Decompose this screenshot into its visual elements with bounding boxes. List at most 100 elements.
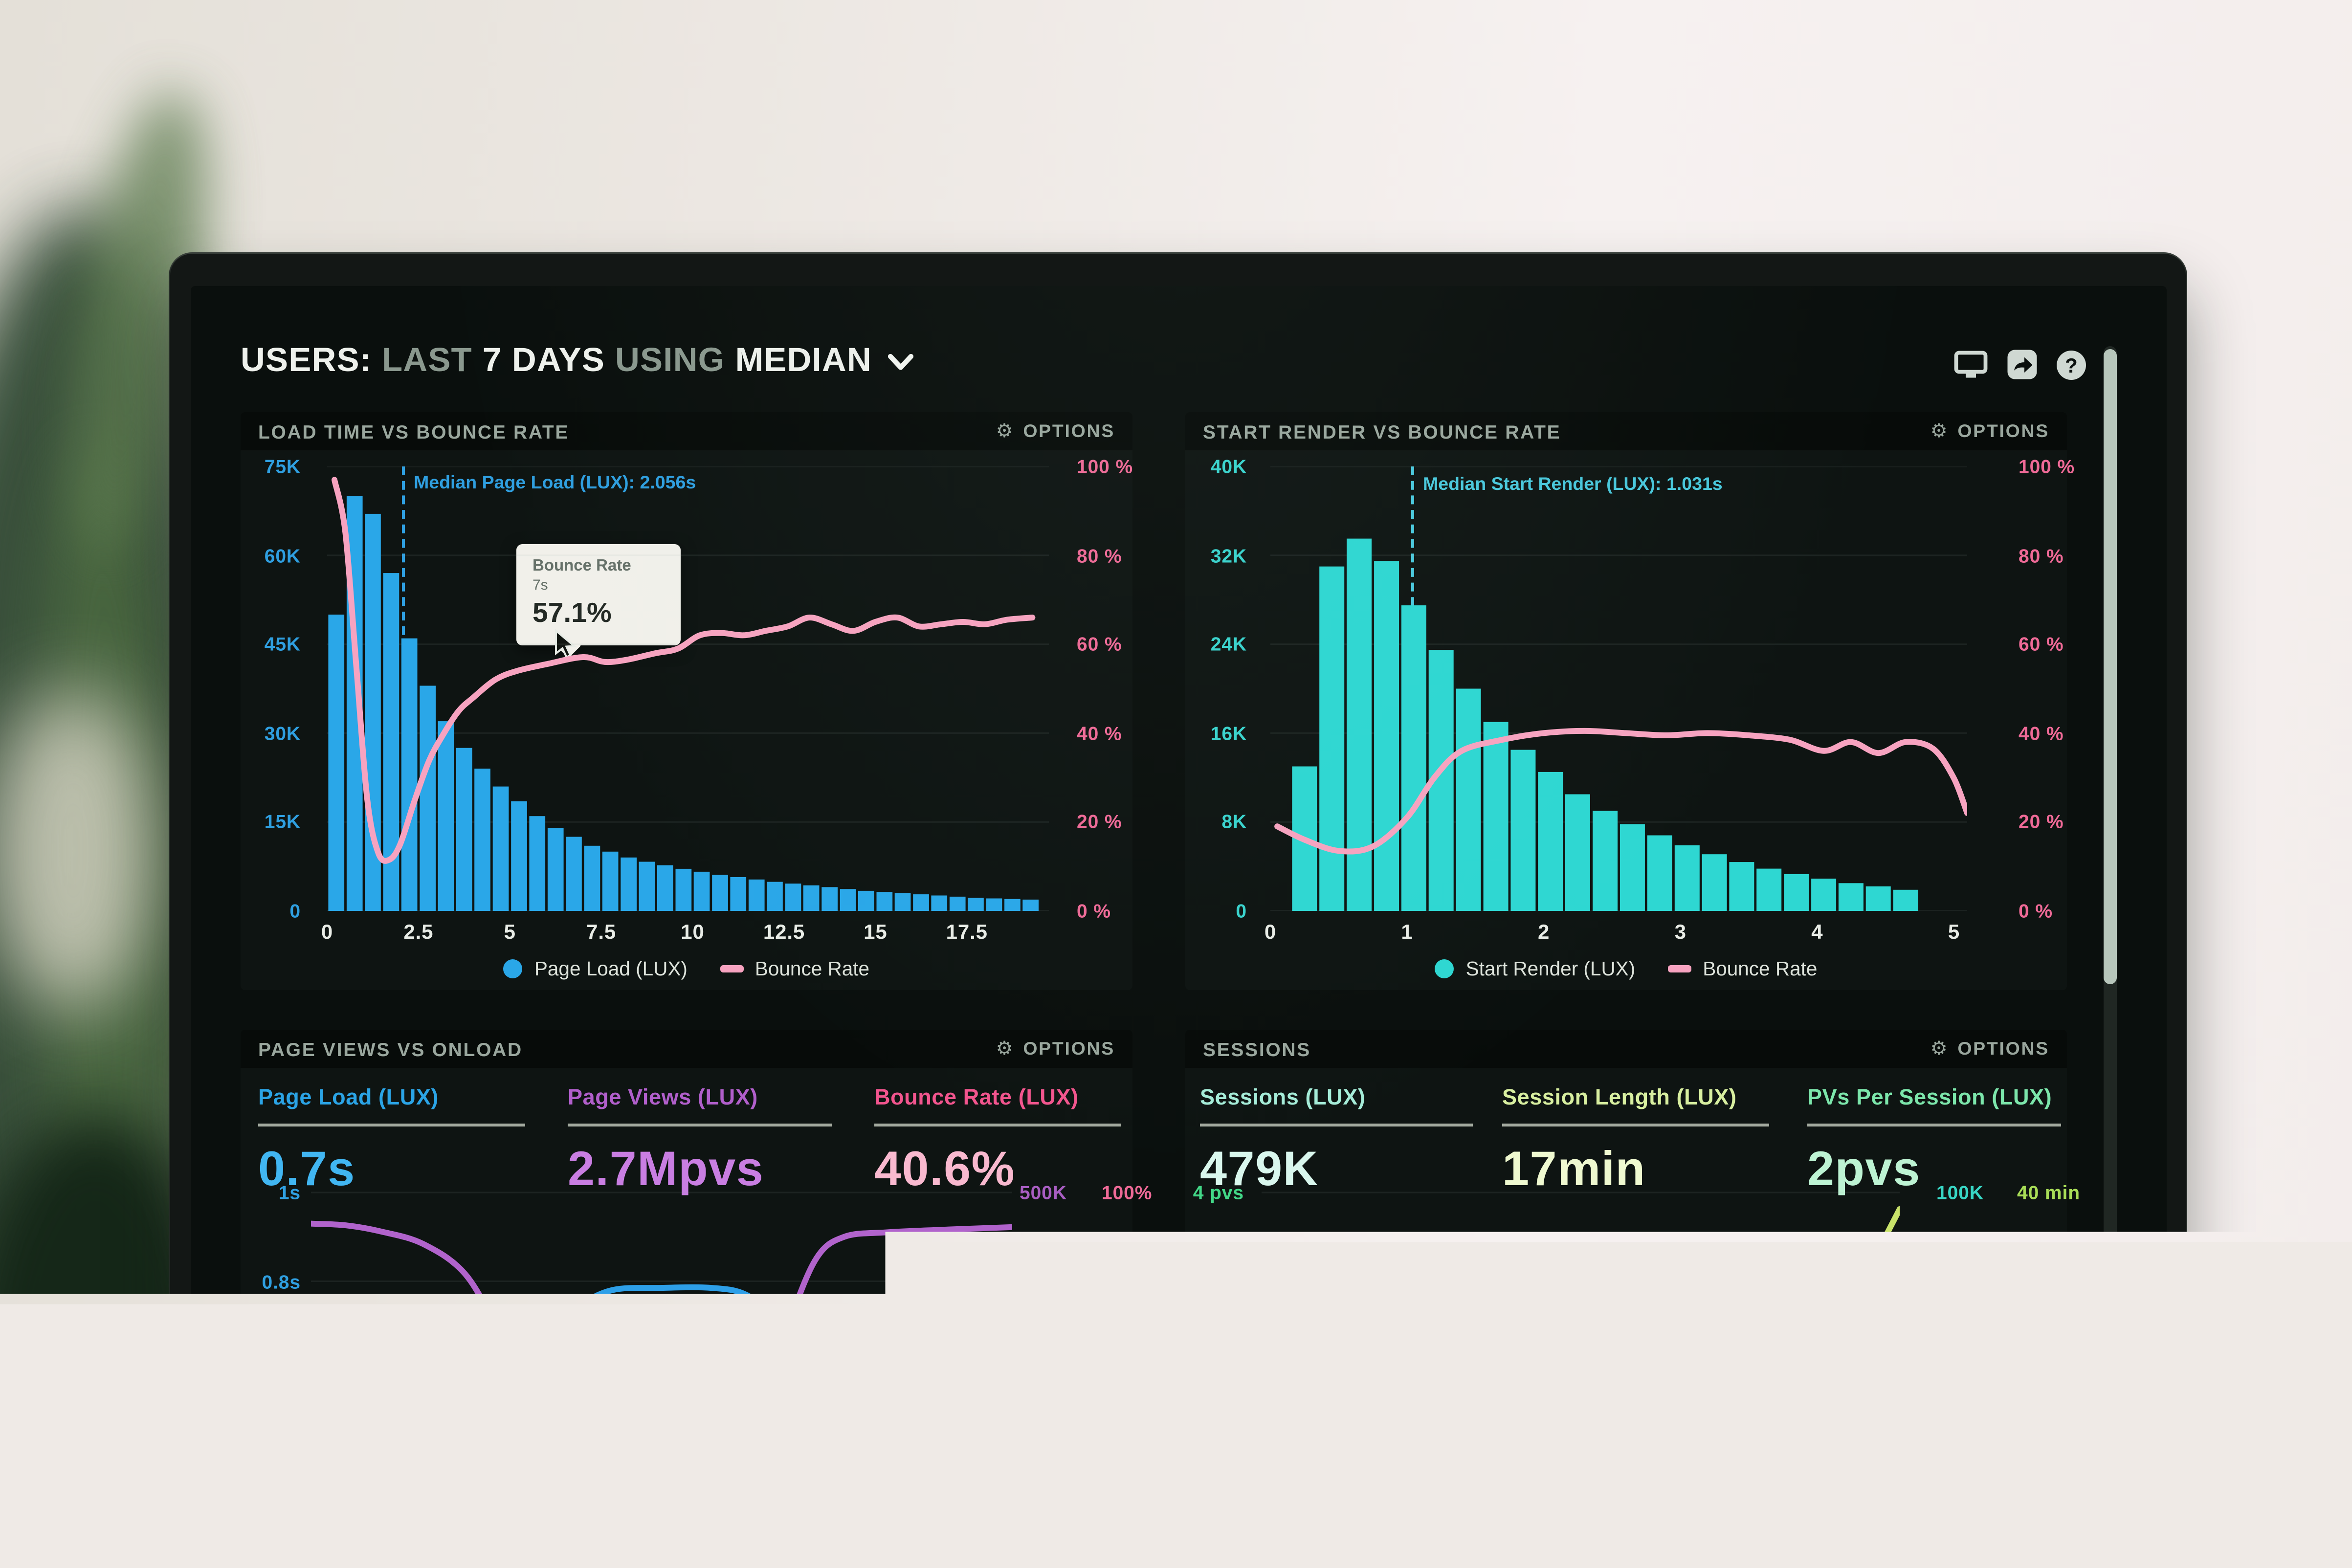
axis-tick: 3: [1675, 920, 1686, 943]
laptop: USERS: LAST 7 DAYS USING MEDIAN: [169, 252, 2187, 1568]
axis-tick: 40K: [1211, 456, 1247, 478]
panel-title: START RENDER VS BOUNCE RATE: [1203, 420, 1561, 442]
axis-tick: 1s: [279, 1182, 301, 1204]
axis-tick: 4 pvs: [1193, 1182, 1244, 1204]
axis-tick: 40 %: [1077, 722, 1122, 744]
panel-title: SESSIONS: [1203, 1038, 1311, 1060]
start-render-swatch: [1435, 959, 1454, 978]
axis-tick: 2.4 pvs: [1176, 1359, 1244, 1381]
axis-tick: 5: [504, 920, 516, 943]
axis-tick: 40 min: [2017, 1182, 2080, 1204]
axis-tick: 1.6 pvs: [1176, 1448, 1244, 1470]
axis-tick: 20 %: [1077, 811, 1122, 833]
axis-tick: 60K: [1936, 1359, 1973, 1381]
panel-title: PAGE VIEWS VS ONLOAD: [258, 1038, 523, 1060]
axis-tick: 200K: [1020, 1448, 1067, 1470]
photo-stage: USERS: LAST 7 DAYS USING MEDIAN: [0, 0, 2352, 1568]
axis-tick: 45K: [265, 633, 301, 655]
chart-plot: [1270, 466, 1967, 911]
gear-icon: ⚙: [1930, 1039, 1949, 1059]
axis-tick: 0: [321, 920, 333, 943]
axis-tick: 300K: [1020, 1359, 1067, 1381]
axis-tick: 60 %: [1077, 633, 1122, 655]
axis-tick: 2.5: [403, 920, 433, 943]
metric-page-views: Page Views (LUX) 2.7Mpvs: [568, 1085, 832, 1197]
metric-page-load: Page Load (LUX) 0.7s: [258, 1085, 525, 1197]
legend-start-render: Start Render (LUX) Bounce Rate: [1185, 958, 2067, 980]
axis-tick: 500K: [1020, 1182, 1067, 1204]
gear-icon: ⚙: [996, 1039, 1015, 1059]
axis-tick: 80 %: [1077, 544, 1122, 566]
axis-tick: 100%: [1102, 1182, 1152, 1204]
legend-load-time: Page Load (LUX) Bounce Rate: [241, 958, 1132, 980]
options-button[interactable]: ⚙ OPTIONS: [996, 421, 1115, 442]
title-users: USERS:: [241, 340, 372, 380]
options-button[interactable]: ⚙ OPTIONS: [1930, 421, 2049, 442]
metric-session-length: Session Length (LUX) 17min: [1502, 1085, 1769, 1197]
axis-tick: 80K: [1936, 1270, 1973, 1292]
monitor-icon[interactable]: [1954, 351, 1988, 378]
scrollbar-thumb[interactable]: [2104, 349, 2117, 984]
gear-icon: ⚙: [1930, 422, 1949, 441]
title-last: LAST: [382, 340, 472, 380]
axis-tick: 15K: [265, 811, 301, 833]
metric-sessions: Sessions (LUX) 479K: [1200, 1085, 1473, 1197]
chat-bubble-icon: [1991, 1400, 2035, 1440]
axis-tick: 1: [1401, 920, 1413, 943]
axis-tick: 100K: [1936, 1182, 1984, 1204]
axis-tick: 12.5: [763, 920, 805, 943]
axis-tick: 75K: [265, 456, 301, 478]
axis-tick: 0.8s: [262, 1270, 301, 1292]
title-using: USING: [615, 340, 725, 380]
axis-tick: 24 min: [2017, 1359, 2080, 1381]
axis-tick: 0: [1265, 920, 1276, 943]
axis-tick: 80%: [1102, 1270, 1141, 1292]
page-load-swatch: [504, 959, 523, 978]
bounce-rate-swatch: [1667, 966, 1691, 972]
axis-tick: 80 %: [2019, 544, 2064, 566]
axis-tick: 40 %: [2019, 722, 2064, 744]
timeframe-selector[interactable]: USERS: LAST 7 DAYS USING MEDIAN: [241, 340, 914, 380]
axis-tick: 40%: [1102, 1448, 1141, 1470]
axis-tick: 40K: [1936, 1448, 1973, 1470]
metric-pvs-per-session: PVs Per Session (LUX) 2pvs: [1807, 1085, 2061, 1197]
panel-title: LOAD TIME VS BOUNCE RATE: [258, 420, 569, 442]
chart-plot: [1262, 1182, 1900, 1533]
chevron-down-icon[interactable]: [888, 353, 914, 371]
axis-tick: 17.5: [946, 920, 988, 943]
axis-tick: 0 %: [1077, 900, 1111, 922]
axis-tick: 0.4s: [262, 1448, 301, 1470]
options-button[interactable]: ⚙ OPTIONS: [996, 1038, 1115, 1059]
axis-tick: 32 min: [2017, 1270, 2080, 1292]
axis-tick: 0.6s: [262, 1359, 301, 1381]
dashboard-screen: USERS: LAST 7 DAYS USING MEDIAN: [191, 286, 2167, 1533]
axis-tick: 3.2 pvs: [1176, 1270, 1244, 1292]
help-icon[interactable]: ?: [2057, 350, 2086, 379]
axis-tick: 8K: [1221, 811, 1247, 833]
chart-plot: [327, 466, 1049, 911]
axis-tick: 32K: [1211, 544, 1247, 566]
axis-tick: 24K: [1211, 633, 1247, 655]
axis-tick: 20 %: [2019, 811, 2064, 833]
chart-plot: [311, 1182, 1012, 1533]
axis-tick: 30K: [265, 722, 301, 744]
axis-tick: 0: [289, 900, 301, 922]
axis-tick: 100 %: [1077, 456, 1133, 478]
axis-tick: 60%: [1102, 1359, 1141, 1381]
axis-tick: 400K: [1020, 1270, 1067, 1292]
axis-tick: 7.5: [586, 920, 616, 943]
axis-tick: 100 %: [2019, 456, 2075, 478]
title-7days: 7 DAYS: [483, 340, 605, 380]
bounce-rate-swatch: [720, 966, 743, 972]
options-button[interactable]: ⚙ OPTIONS: [1930, 1038, 2049, 1059]
share-icon[interactable]: [2007, 349, 2038, 380]
axis-tick: 2: [1538, 920, 1550, 943]
axis-tick: 0 %: [2019, 900, 2053, 922]
axis-tick: 0: [1236, 900, 1247, 922]
axis-tick: 15: [864, 920, 888, 943]
device-label: MacBook Pro: [169, 1547, 2187, 1568]
axis-tick: 60K: [265, 544, 301, 566]
gear-icon: ⚙: [996, 422, 1015, 441]
chat-widget-button[interactable]: 4: [1973, 1380, 2052, 1459]
metric-bounce-rate: Bounce Rate (LUX) 40.6%: [874, 1085, 1121, 1197]
